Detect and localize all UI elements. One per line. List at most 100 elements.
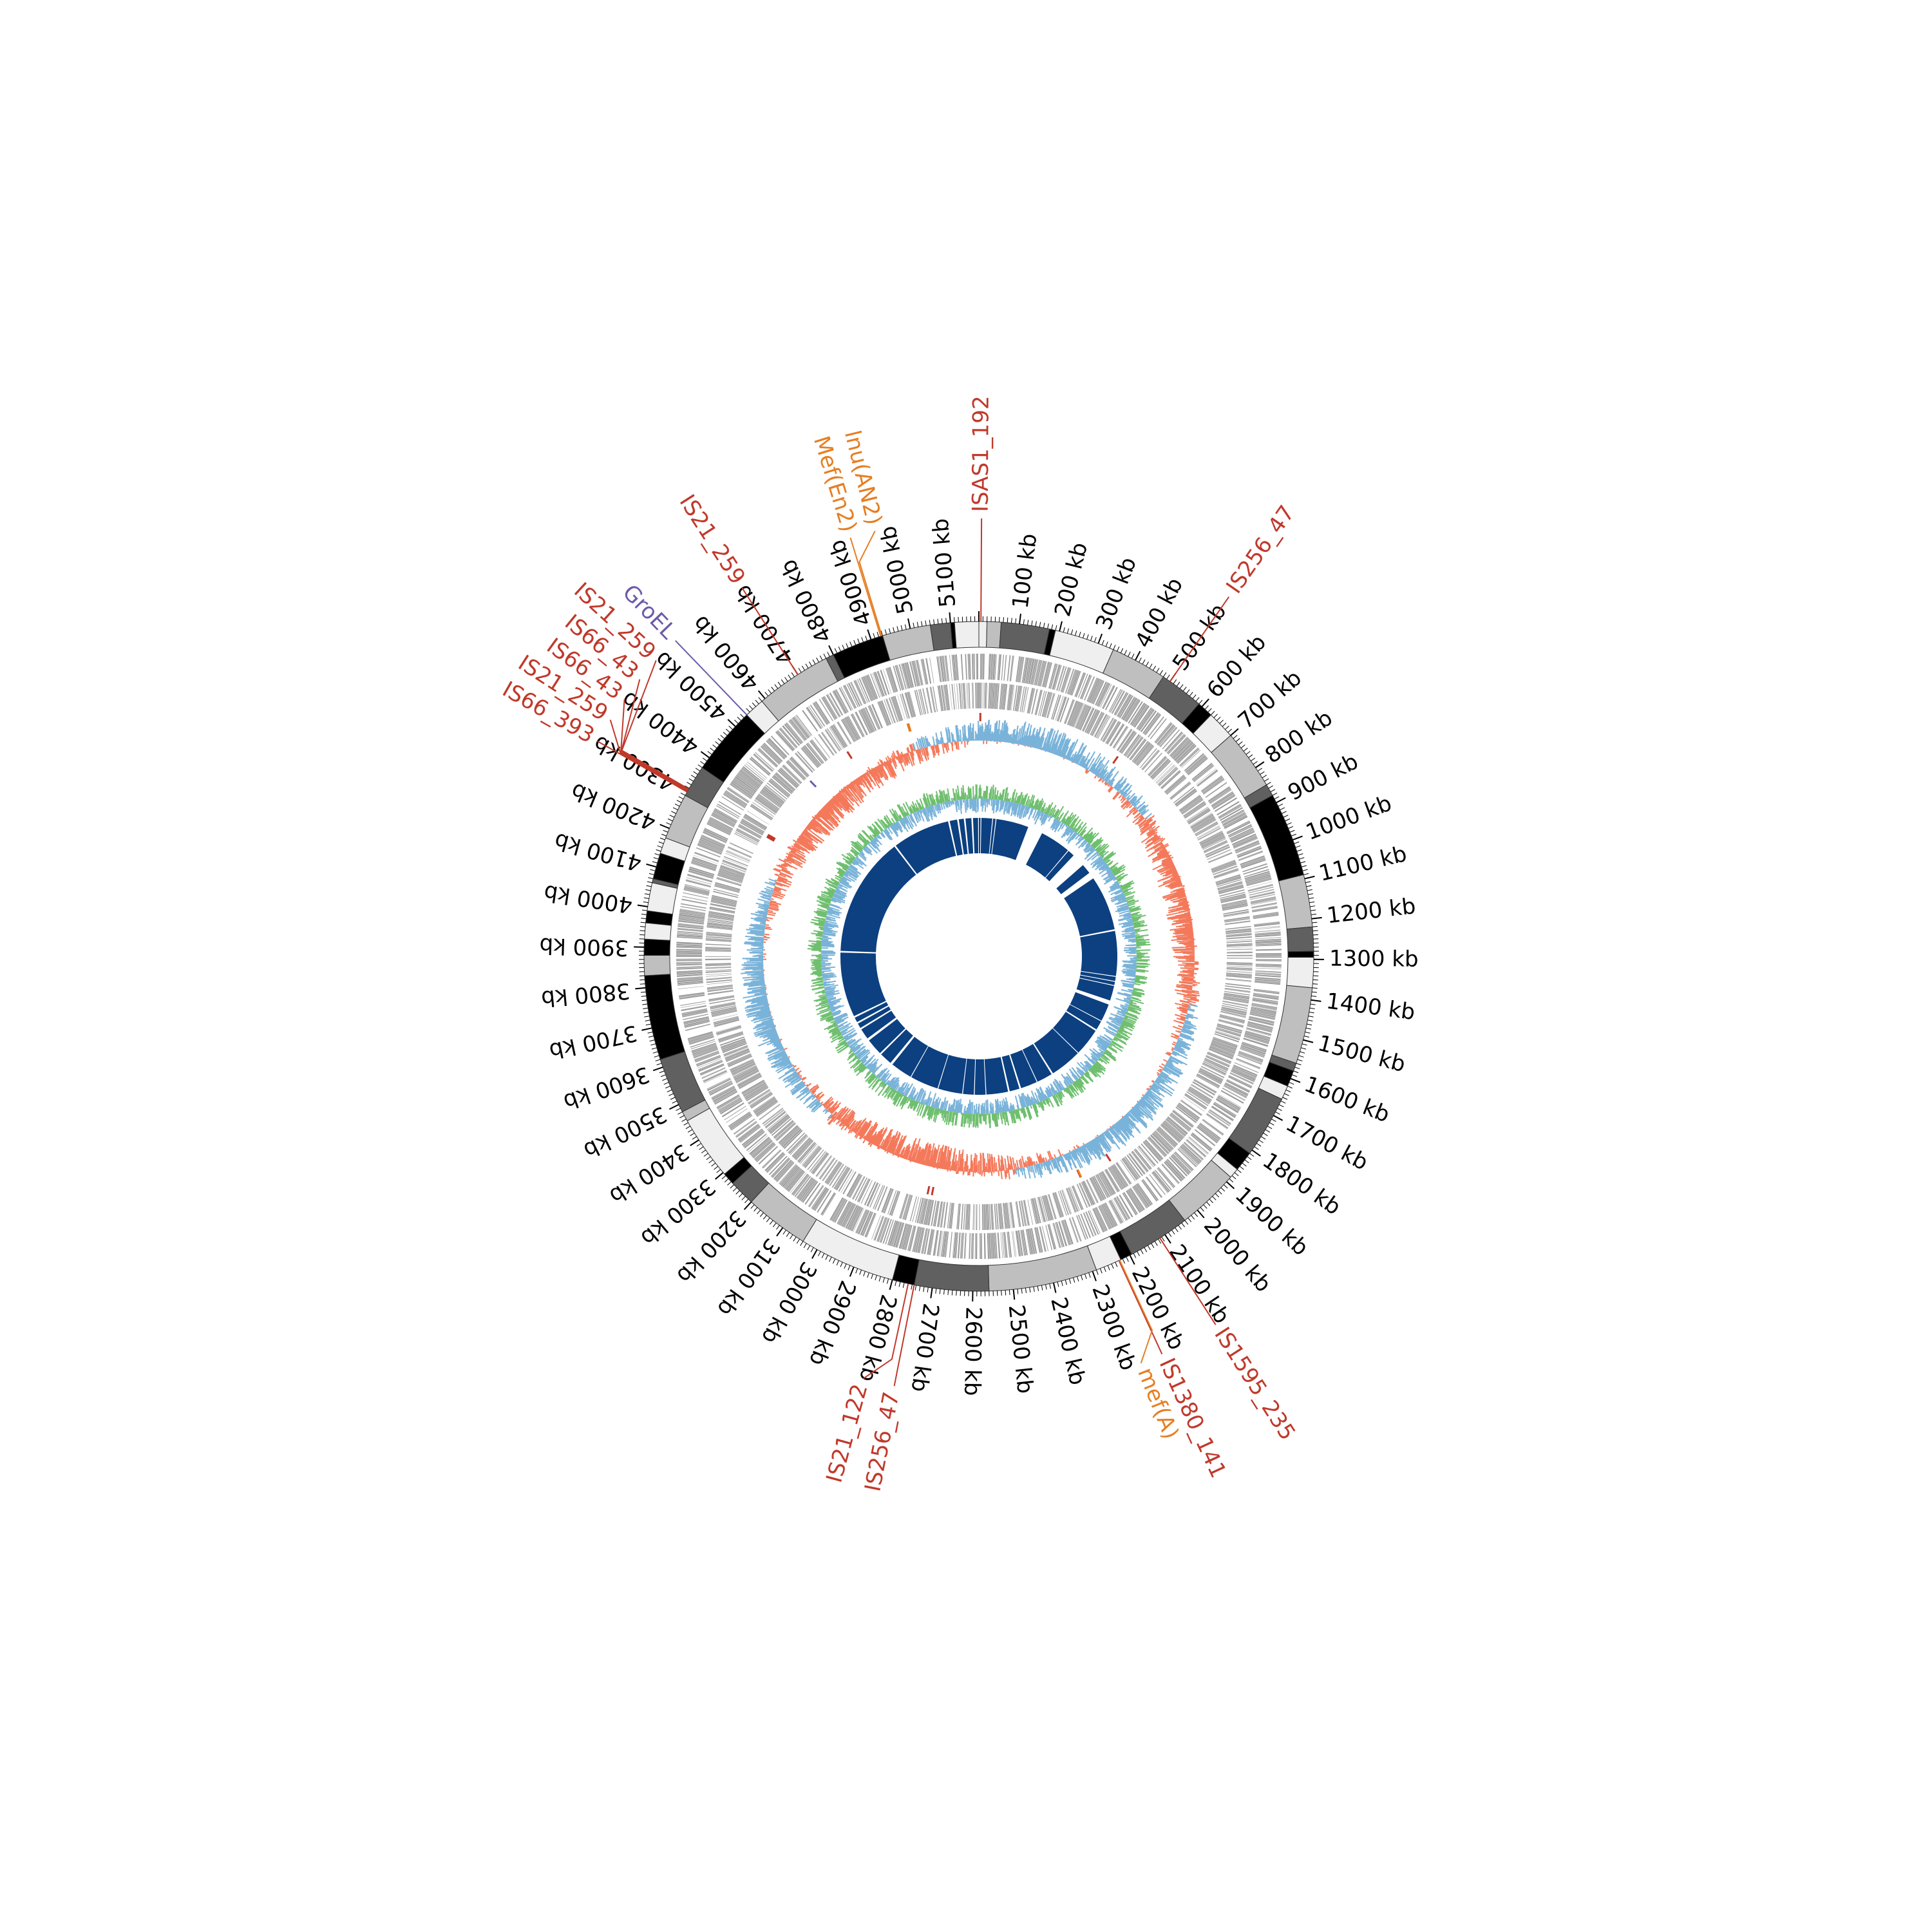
minor-tick bbox=[663, 1082, 669, 1085]
cds-mark bbox=[1255, 964, 1282, 967]
cds-mark bbox=[800, 748, 819, 768]
cds-mark bbox=[1005, 1202, 1009, 1229]
cds-mark bbox=[877, 701, 888, 726]
cds-mark bbox=[791, 1173, 808, 1195]
cds-mark bbox=[1144, 713, 1160, 735]
cds-mark bbox=[1170, 737, 1189, 757]
cds-mark bbox=[1043, 1195, 1052, 1221]
feature-marks bbox=[766, 712, 1119, 1196]
cds-mark bbox=[737, 773, 759, 790]
minor-tick bbox=[1231, 1175, 1236, 1180]
minor-tick bbox=[659, 837, 665, 840]
cds-mark bbox=[827, 1162, 842, 1184]
cds-mark bbox=[676, 970, 703, 973]
cds-mark bbox=[744, 1132, 765, 1149]
cds-mark bbox=[691, 859, 717, 869]
cds-mark bbox=[1117, 729, 1133, 752]
cds-mark bbox=[717, 875, 743, 884]
cds-mark bbox=[848, 1174, 862, 1198]
minor-tick bbox=[656, 1063, 662, 1066]
cds-mark bbox=[835, 1167, 849, 1190]
cds-mark bbox=[747, 1089, 770, 1104]
cds-mark bbox=[822, 696, 837, 719]
minor-tick bbox=[812, 659, 816, 665]
cds-mark bbox=[1141, 1143, 1159, 1164]
minor-tick bbox=[1146, 661, 1149, 667]
major-tick bbox=[1197, 1209, 1205, 1218]
cds-mark bbox=[1226, 968, 1253, 971]
cds-mark bbox=[915, 1227, 922, 1253]
cds-mark bbox=[1206, 1055, 1230, 1066]
cds-mark bbox=[676, 963, 703, 966]
minor-tick bbox=[1191, 1215, 1195, 1220]
cds-mark bbox=[727, 1054, 752, 1066]
cds-mark bbox=[1205, 1056, 1229, 1068]
homology-block bbox=[963, 1058, 976, 1095]
cds-mark bbox=[715, 883, 740, 891]
cds-mark bbox=[677, 980, 703, 983]
minor-tick bbox=[1270, 789, 1276, 793]
cds-mark bbox=[991, 1204, 994, 1230]
cds-mark bbox=[734, 1067, 758, 1081]
cds-mark bbox=[912, 1226, 919, 1252]
cds-mark bbox=[1150, 759, 1170, 779]
minor-tick bbox=[677, 1112, 683, 1115]
cds-mark bbox=[716, 805, 739, 819]
minor-tick bbox=[1311, 909, 1316, 911]
cds-mark bbox=[1108, 1167, 1122, 1190]
cds-mark bbox=[1048, 1224, 1057, 1249]
cds-mark bbox=[1255, 972, 1282, 975]
cds-mark bbox=[838, 1201, 851, 1225]
cds-mark bbox=[1087, 1210, 1099, 1235]
cds-mark bbox=[1126, 699, 1141, 723]
cds-mark bbox=[705, 943, 732, 946]
cds-mark bbox=[855, 711, 868, 735]
cds-mark bbox=[1046, 1195, 1054, 1220]
cds-mark bbox=[711, 1009, 737, 1016]
minor-tick bbox=[667, 1089, 672, 1093]
cds-mark bbox=[1041, 691, 1050, 717]
cds-mark bbox=[1160, 727, 1178, 748]
cds-mark bbox=[1208, 1111, 1230, 1126]
cds-mark bbox=[712, 895, 737, 902]
cds-mark bbox=[1174, 1151, 1194, 1171]
homology-block bbox=[974, 1059, 986, 1095]
cds-mark bbox=[1250, 1011, 1276, 1018]
cds-mark bbox=[712, 1010, 737, 1018]
cds-mark bbox=[1197, 826, 1220, 839]
cds-mark bbox=[952, 654, 956, 681]
cds-mark bbox=[795, 1140, 813, 1159]
cds-mark bbox=[887, 667, 896, 693]
cds-mark bbox=[686, 878, 712, 886]
cds-mark bbox=[886, 668, 895, 693]
cds-mark bbox=[683, 888, 709, 895]
cds-mark bbox=[849, 1175, 863, 1198]
cds-mark bbox=[1168, 1116, 1188, 1133]
cds-mark bbox=[802, 746, 820, 767]
cds-mark bbox=[732, 1063, 755, 1075]
cds-mark bbox=[766, 1113, 788, 1130]
minor-tick bbox=[1312, 983, 1318, 985]
cds-mark bbox=[1177, 1148, 1197, 1167]
cds-mark bbox=[918, 1227, 925, 1253]
cds-mark bbox=[845, 1204, 858, 1229]
minor-tick bbox=[702, 757, 707, 762]
cds-mark bbox=[824, 1160, 840, 1183]
cds-mark bbox=[891, 1191, 901, 1217]
cds-mark bbox=[1209, 1109, 1231, 1124]
contig-block bbox=[1278, 874, 1313, 930]
cds-mark bbox=[1160, 770, 1180, 788]
cds-mark bbox=[1036, 1197, 1043, 1223]
cds-mark bbox=[979, 1204, 980, 1230]
minor-tick bbox=[1263, 1133, 1268, 1137]
cds-mark bbox=[1056, 665, 1065, 691]
cds-mark bbox=[1115, 1162, 1131, 1185]
cds-mark bbox=[1191, 1084, 1214, 1099]
minor-tick bbox=[1117, 646, 1120, 652]
cds-mark bbox=[1238, 1051, 1264, 1061]
cds-mark bbox=[969, 1204, 971, 1230]
cds-mark bbox=[836, 1168, 851, 1191]
cds-mark bbox=[1054, 1192, 1063, 1217]
cds-mark bbox=[879, 1218, 889, 1243]
cds-mark bbox=[855, 679, 867, 704]
